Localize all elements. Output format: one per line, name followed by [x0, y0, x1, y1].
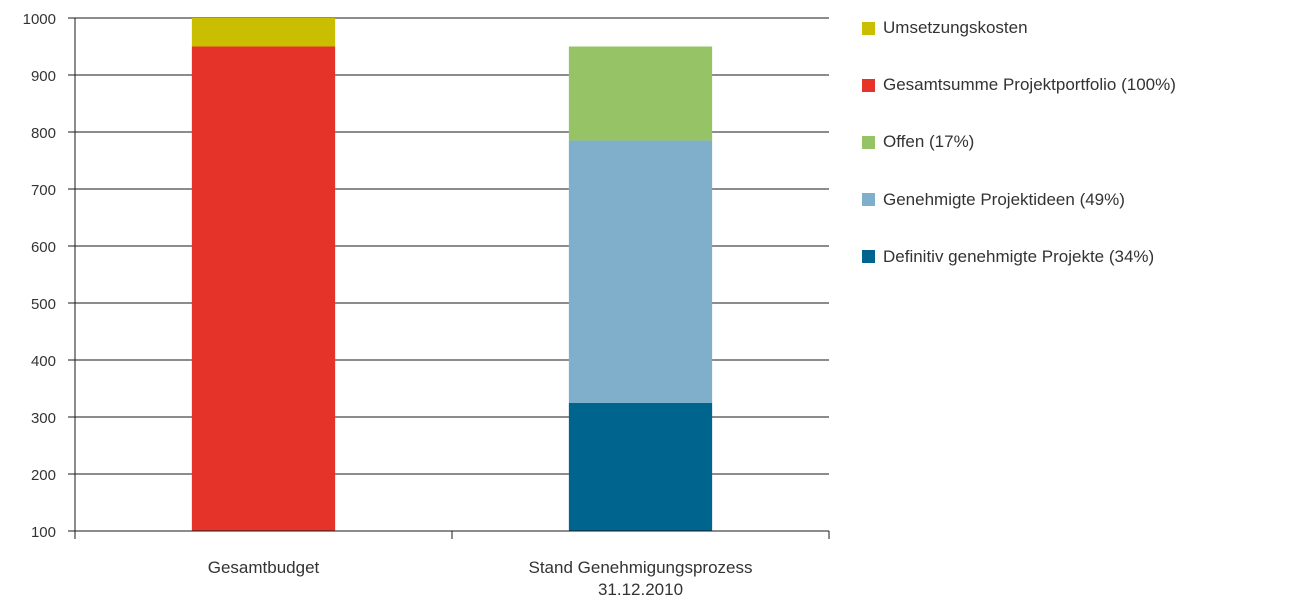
y-tick-label: 500	[31, 296, 56, 313]
bar-segment	[191, 18, 336, 47]
y-tick-label: 700	[31, 182, 56, 199]
legend-swatch	[862, 250, 875, 264]
bar-segment	[191, 46, 336, 531]
chart-legend: Umsetzungskosten Gesamtsumme Projektportf…	[862, 14, 1176, 300]
legend-swatch	[862, 193, 875, 207]
legend-label: Gesamtsumme Projektportfolio (100%)	[883, 75, 1176, 95]
y-tick-label: 1000	[23, 11, 56, 28]
legend-label: Definitiv genehmigte Projekte (34%)	[883, 246, 1155, 266]
legend-item: Definitiv genehmigte Projekte (34%)	[862, 243, 1176, 271]
stacked-bar-chart: 100 200 300 400 500 600 700 800 900 1000 Gesamtbud…	[23, 11, 830, 599]
y-tick-label: 400	[31, 353, 56, 370]
bars	[191, 18, 713, 531]
legend-item: Gesamtsumme Projektportfolio (100%)	[862, 71, 1176, 99]
y-tick-label: 800	[31, 125, 56, 142]
bar-segment	[568, 402, 713, 531]
y-tick-label: 900	[31, 68, 56, 85]
legend-item: Genehmigte Projektideen (49%)	[862, 186, 1176, 214]
y-tick-label: 100	[31, 524, 56, 541]
y-tick-label: 300	[31, 410, 56, 427]
legend-swatch	[862, 21, 875, 35]
legend-item: Umsetzungskosten	[862, 14, 1176, 42]
tick-labels: 100 200 300 400 500 600 700 800 900 1000 Gesamtbud…	[23, 11, 753, 599]
y-tick-label: 200	[31, 467, 56, 484]
bar-segment	[568, 140, 713, 403]
axes	[68, 17, 830, 539]
x-tick-label: Stand Genehmigungsprozess 31.12.2010	[529, 558, 753, 599]
legend-label: Umsetzungskosten	[883, 18, 1028, 37]
legend-swatch	[862, 78, 875, 92]
legend-item: Offen (17%)	[862, 128, 1176, 156]
legend-label: Genehmigte Projektideen (49%)	[883, 189, 1125, 209]
legend-label: Offen (17%)	[883, 132, 975, 152]
bar-segment	[568, 46, 713, 141]
gridlines	[75, 17, 829, 475]
y-tick-label: 600	[31, 239, 56, 256]
x-tick-label: Gesamtbudget	[208, 558, 320, 577]
legend-swatch	[862, 135, 875, 149]
